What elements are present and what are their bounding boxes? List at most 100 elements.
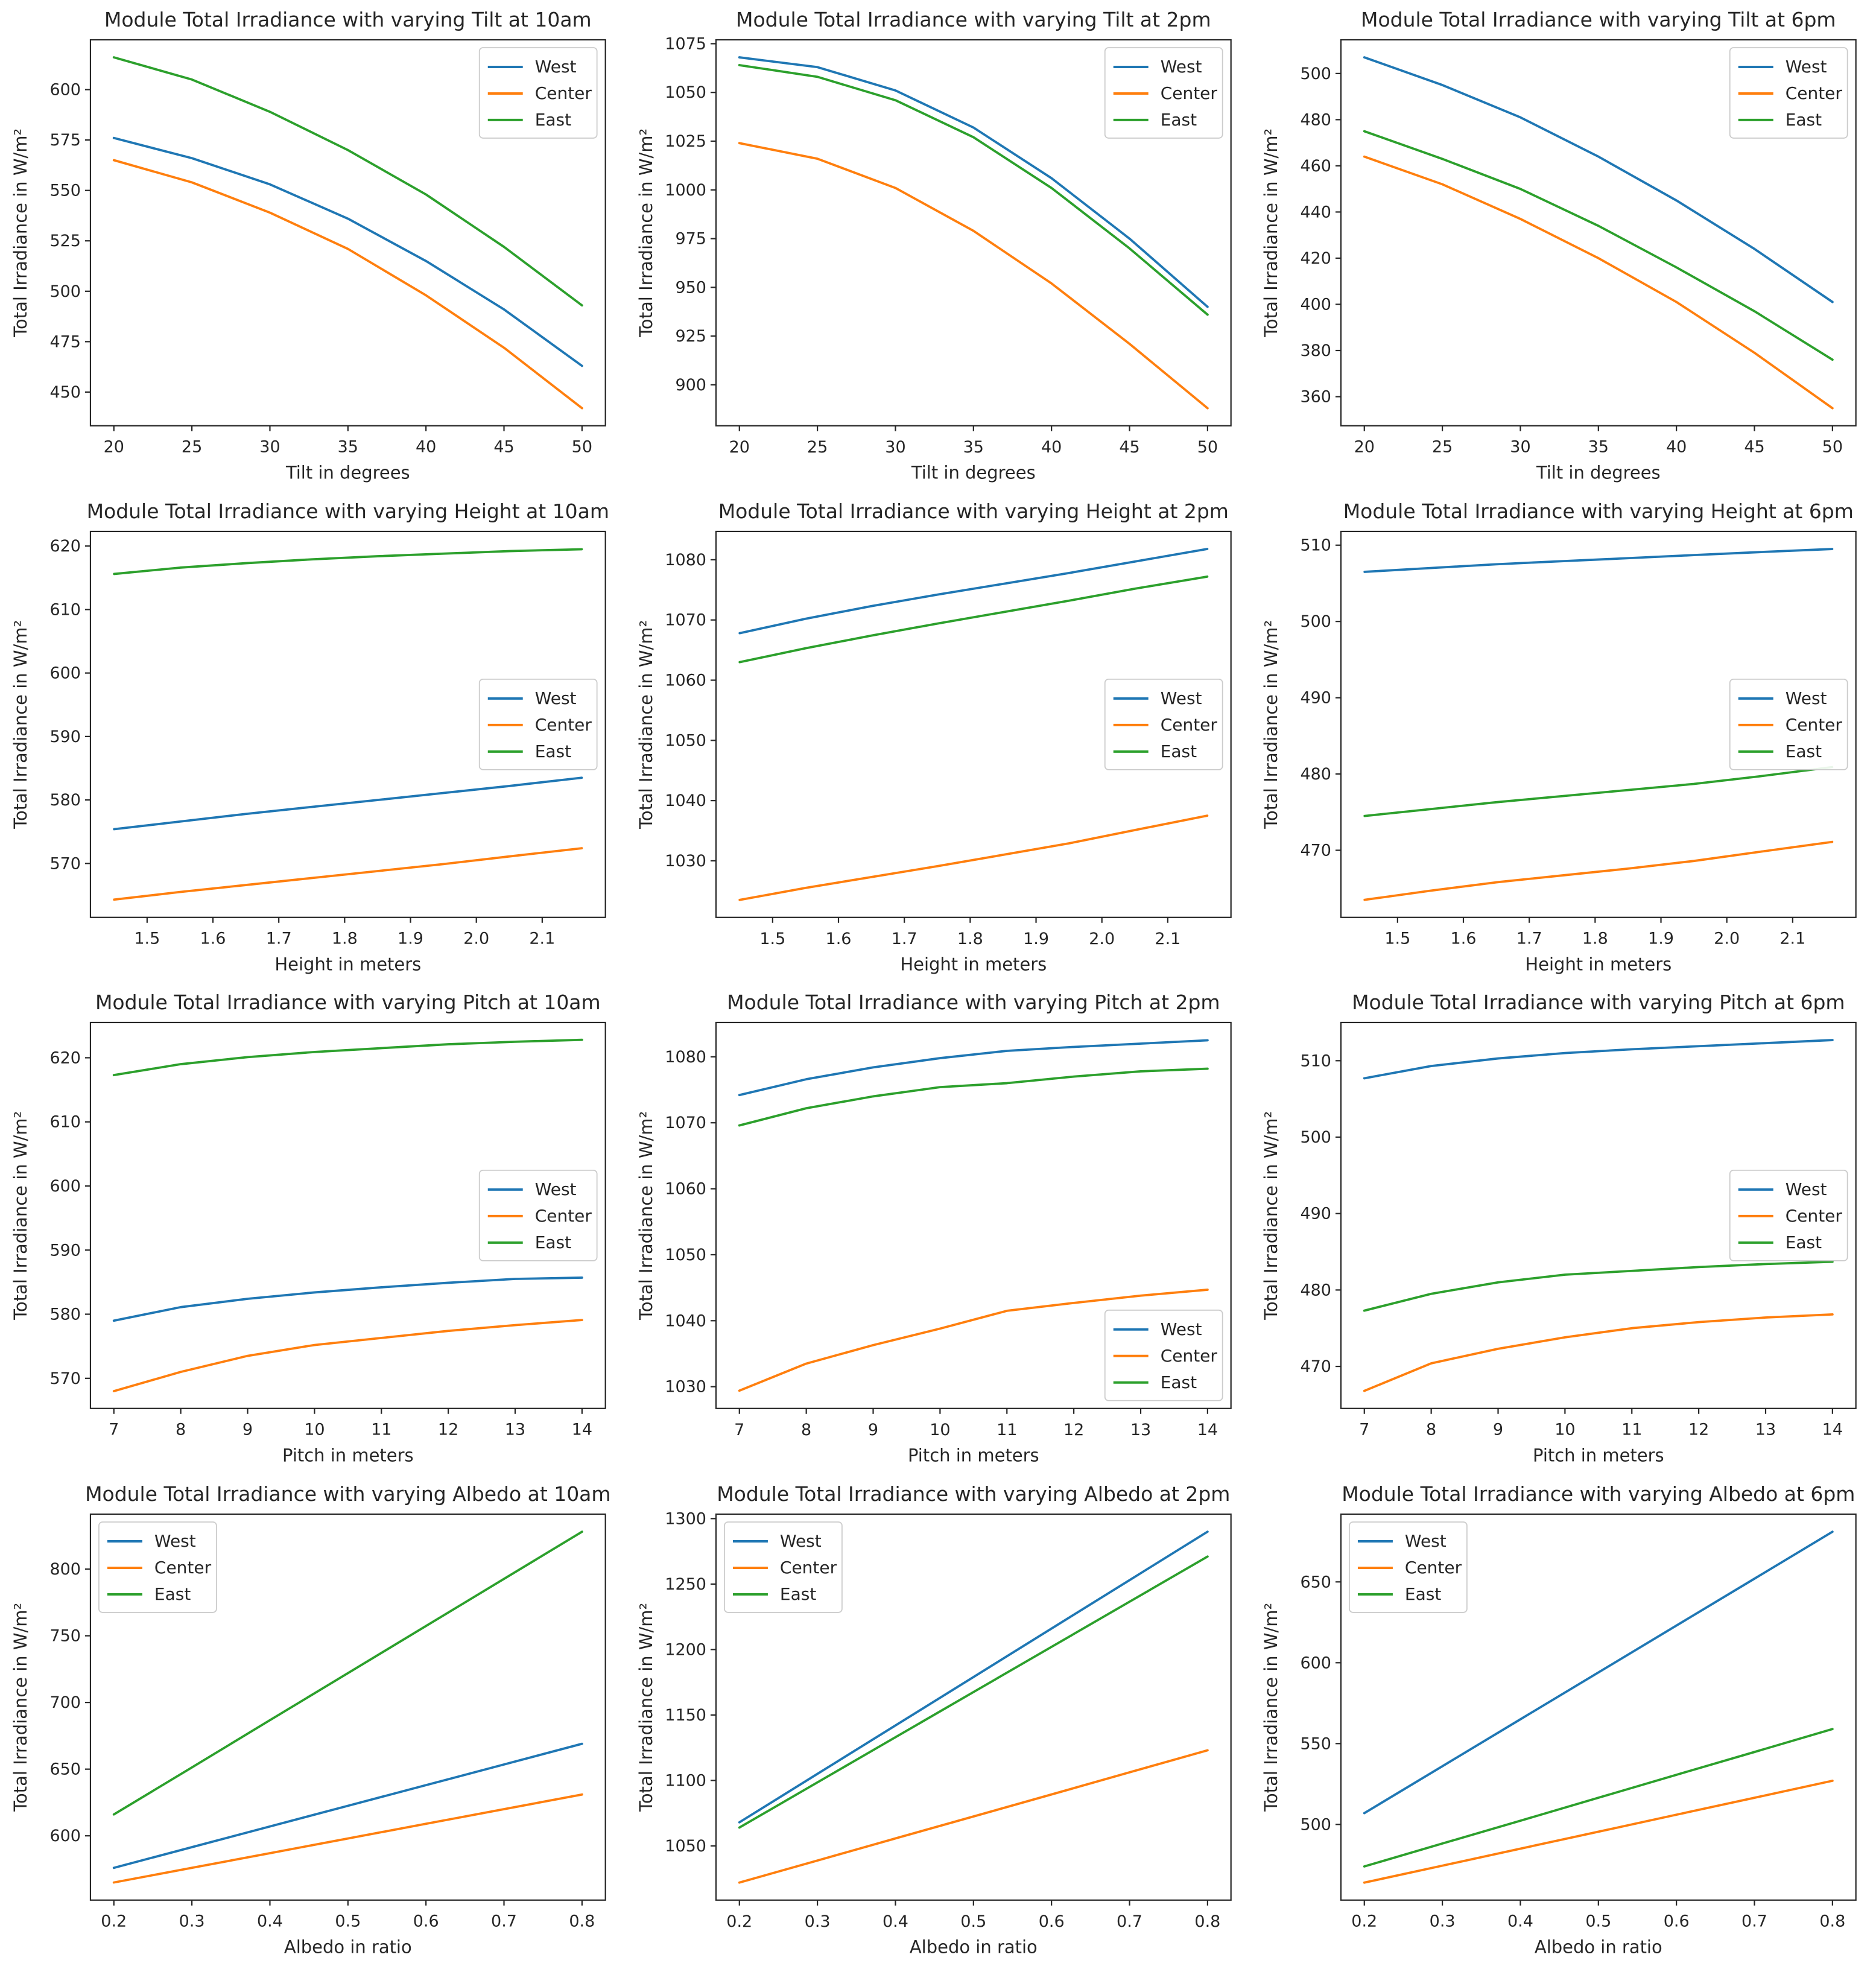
plot-area xyxy=(89,1022,606,1410)
x-tick-label: 1.8 xyxy=(1582,929,1608,948)
x-tick-label: 1.9 xyxy=(1648,929,1674,948)
series-line-center xyxy=(738,814,1208,901)
series-line-east xyxy=(738,1068,1209,1127)
y-tick-label: 750 xyxy=(49,1627,81,1646)
plot-area xyxy=(1340,530,1857,918)
x-tick-label: 1.7 xyxy=(266,929,292,948)
y-tick-label: 380 xyxy=(1301,341,1332,360)
y-ticks: 1030 1040 1050 1060 1070 1080 xyxy=(665,551,716,870)
legend-label-center: Center xyxy=(1160,83,1217,103)
legend-label-west: West xyxy=(1786,688,1827,708)
series-line-west xyxy=(1363,1530,1834,1815)
x-ticks: 0.2 0.3 0.4 0.5 0.6 0.7 0.8 xyxy=(101,1900,595,1931)
legend: West Center East xyxy=(98,1521,217,1614)
x-tick-label: 0.6 xyxy=(1664,1912,1690,1931)
x-tick-label: 7 xyxy=(109,1421,119,1439)
chart-tilt-10am: Module Total Irradiance with varying Til… xyxy=(0,0,626,492)
plot-area xyxy=(715,1022,1232,1410)
x-tick-label: 25 xyxy=(1432,438,1453,457)
y-ticks: 470 480 490 500 510 xyxy=(1301,1052,1342,1377)
x-tick-label: 0.2 xyxy=(101,1912,127,1931)
series-line-east xyxy=(112,1039,583,1077)
y-tick-label: 470 xyxy=(1301,841,1332,860)
legend: West Center East xyxy=(1104,678,1223,770)
x-tick-label: 0.5 xyxy=(1586,1912,1612,1931)
y-tick-label: 800 xyxy=(49,1560,81,1579)
x-tick-label: 1.8 xyxy=(957,929,983,948)
x-tick-label: 50 xyxy=(1822,438,1843,457)
legend-label-west: West xyxy=(780,1531,822,1551)
y-tick-label: 360 xyxy=(1301,388,1332,407)
x-tick-label: 1.7 xyxy=(891,929,917,948)
x-tick-label: 8 xyxy=(176,1421,186,1439)
y-axis-label: Total Irradiance in W/m² xyxy=(636,1603,656,1812)
x-tick-label: 9 xyxy=(1493,1421,1503,1439)
x-ticks: 1.5 1.6 1.7 1.8 1.9 2.0 2.1 xyxy=(1385,917,1806,948)
series-line-west xyxy=(1363,547,1834,573)
legend: West Center East xyxy=(478,1170,598,1262)
y-ticks: 470 480 490 500 510 xyxy=(1301,536,1342,860)
x-tick-label: 8 xyxy=(801,1421,811,1439)
x-axis-label: Height in meters xyxy=(1526,954,1672,974)
y-tick-label: 480 xyxy=(1301,110,1332,129)
y-tick-label: 510 xyxy=(1301,536,1332,554)
x-tick-label: 2.1 xyxy=(1155,929,1180,948)
series-line-center xyxy=(738,1289,1209,1392)
legend-label-west: West xyxy=(1160,57,1202,77)
y-tick-label: 1060 xyxy=(665,1180,706,1199)
x-ticks: 7 8 9 10 11 12 13 14 xyxy=(109,1409,592,1439)
chart-title: Module Total Irradiance with varying Til… xyxy=(1361,8,1836,31)
x-tick-label: 1.6 xyxy=(1451,929,1477,948)
y-tick-label: 500 xyxy=(1301,612,1332,631)
y-tick-label: 610 xyxy=(49,600,81,619)
legend-label-west: West xyxy=(1405,1531,1447,1551)
series-line-west xyxy=(1363,56,1834,303)
y-tick-label: 650 xyxy=(49,1760,81,1779)
chart-title: Module Total Irradiance with varying Pit… xyxy=(95,991,601,1014)
x-tick-label: 13 xyxy=(505,1421,525,1439)
legend-label-east: East xyxy=(1160,110,1196,130)
chart-svg: Module Total Irradiance with varying Alb… xyxy=(0,1474,626,1966)
y-axis-label: Total Irradiance in W/m² xyxy=(636,620,656,829)
x-tick-label: 1.6 xyxy=(200,929,226,948)
y-ticks: 1030 1040 1050 1060 1070 1080 xyxy=(665,1048,716,1397)
x-axis-label: Pitch in meters xyxy=(908,1445,1039,1466)
legend-label-east: East xyxy=(1405,1584,1441,1604)
x-tick-label: 11 xyxy=(1621,1421,1642,1439)
x-tick-label: 13 xyxy=(1755,1421,1776,1439)
x-tick-label: 45 xyxy=(493,438,514,457)
chart-svg: Module Total Irradiance with varying Til… xyxy=(0,0,626,492)
legend-label-east: East xyxy=(1160,1372,1196,1392)
x-tick-label: 0.4 xyxy=(257,1912,283,1931)
legend: West Center East xyxy=(1729,47,1848,139)
x-ticks: 0.2 0.3 0.4 0.5 0.6 0.7 0.8 xyxy=(1352,1900,1846,1931)
y-tick-label: 1050 xyxy=(665,1837,706,1856)
y-tick-label: 1030 xyxy=(665,852,706,870)
chart-title: Module Total Irradiance with varying Alb… xyxy=(85,1482,610,1506)
chart-height-6pm: Module Total Irradiance with varying Hei… xyxy=(1250,491,1876,983)
chart-albedo-2pm: Module Total Irradiance with varying Alb… xyxy=(625,1474,1251,1966)
series-line-center xyxy=(738,1749,1209,1884)
x-axis-label: Albedo in ratio xyxy=(910,1937,1038,1958)
x-tick-label: 0.3 xyxy=(179,1912,205,1931)
x-tick-label: 35 xyxy=(963,438,983,457)
x-tick-label: 1.7 xyxy=(1516,929,1542,948)
x-tick-label: 10 xyxy=(304,1421,325,1439)
legend-label-east: East xyxy=(154,1584,191,1604)
series-line-center xyxy=(113,846,583,901)
legend: West Center East xyxy=(723,1521,843,1614)
y-axis-label: Total Irradiance in W/m² xyxy=(1261,1111,1281,1321)
legend-label-west: West xyxy=(535,688,577,708)
x-tick-label: 0.5 xyxy=(960,1912,986,1931)
legend: West Center East xyxy=(478,47,598,139)
y-tick-label: 550 xyxy=(1301,1735,1332,1754)
y-tick-label: 1030 xyxy=(665,1378,706,1397)
y-tick-label: 420 xyxy=(1301,249,1332,268)
y-tick-label: 1050 xyxy=(665,83,706,102)
series-line-east xyxy=(1363,1261,1834,1312)
chart-svg: Module Total Irradiance with varying Hei… xyxy=(625,491,1251,983)
x-tick-label: 2.0 xyxy=(1089,929,1115,948)
x-tick-label: 0.5 xyxy=(335,1912,361,1931)
chart-tilt-6pm: Module Total Irradiance with varying Til… xyxy=(1250,0,1876,492)
